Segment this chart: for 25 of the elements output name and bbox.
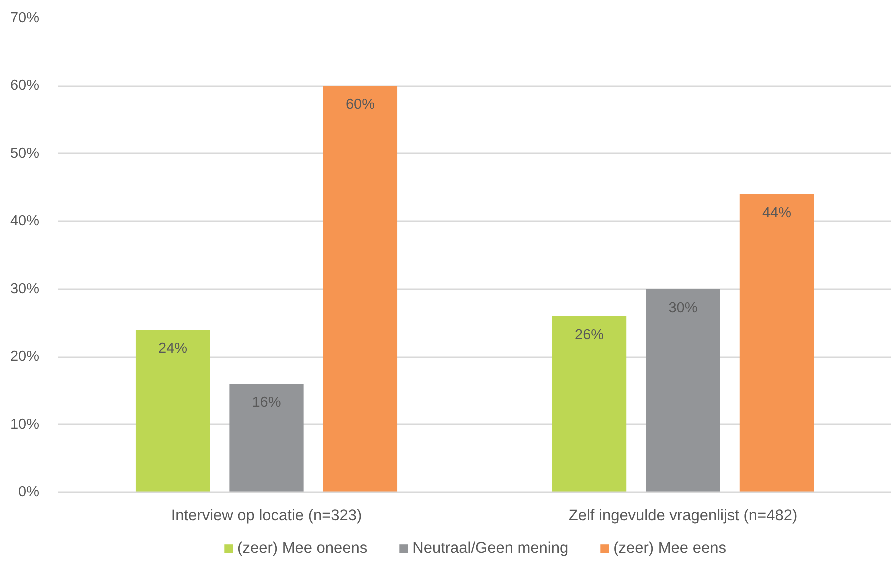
bar <box>230 384 304 492</box>
y-tick-label: 10% <box>10 416 40 433</box>
legend-label: (zeer) Mee eens <box>614 540 726 558</box>
y-tick-label: 20% <box>10 349 40 366</box>
data-label: 44% <box>762 206 792 222</box>
y-tick-label: 30% <box>10 281 40 298</box>
y-tick-label: 0% <box>18 484 40 500</box>
data-label: 16% <box>252 395 282 412</box>
y-tick-label: 40% <box>10 214 40 230</box>
bar <box>552 316 627 492</box>
data-label: 26% <box>575 327 604 344</box>
bar <box>646 289 720 492</box>
bar <box>136 330 210 492</box>
x-tick-label: Interview op locatie (n=323) <box>171 508 362 524</box>
legend-label: Neutraal/Geen mening <box>412 540 569 558</box>
data-label: 24% <box>158 340 188 357</box>
legend-label: (zeer) Mee oneens <box>238 540 368 558</box>
y-tick-label: 50% <box>10 146 40 162</box>
y-tick-label: 70% <box>10 10 40 26</box>
bar <box>323 86 398 492</box>
data-label: 60% <box>346 97 376 114</box>
x-tick-label: Zelf ingevulde vragenlijst (n=482) <box>568 508 798 524</box>
data-label: 30% <box>668 300 698 316</box>
bar <box>740 194 814 492</box>
y-tick-label: 60% <box>10 78 40 94</box>
